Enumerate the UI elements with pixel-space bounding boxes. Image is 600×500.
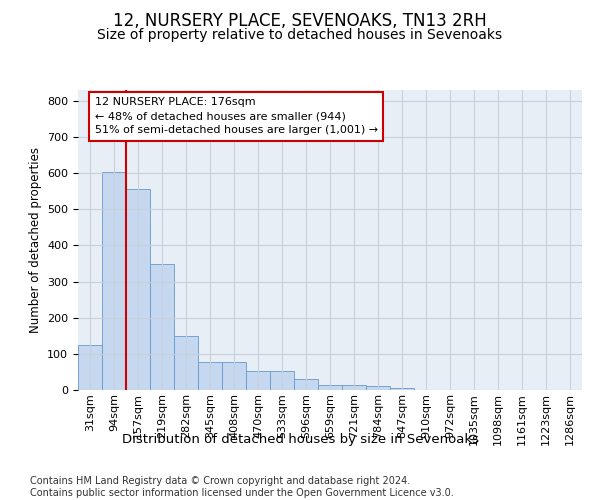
Bar xyxy=(150,264,174,390)
Bar xyxy=(342,386,366,390)
Text: Size of property relative to detached houses in Sevenoaks: Size of property relative to detached ho… xyxy=(97,28,503,42)
Bar xyxy=(78,345,102,390)
Bar xyxy=(318,384,342,390)
Bar xyxy=(174,336,198,390)
Bar xyxy=(246,371,270,390)
Text: 12, NURSERY PLACE, SEVENOAKS, TN13 2RH: 12, NURSERY PLACE, SEVENOAKS, TN13 2RH xyxy=(113,12,487,30)
Text: Distribution of detached houses by size in Sevenoaks: Distribution of detached houses by size … xyxy=(121,432,479,446)
Bar xyxy=(270,371,294,390)
Bar xyxy=(294,379,318,390)
Bar xyxy=(102,172,126,390)
Bar xyxy=(198,362,222,390)
Bar xyxy=(126,188,150,390)
Bar xyxy=(222,362,246,390)
Text: 12 NURSERY PLACE: 176sqm
← 48% of detached houses are smaller (944)
51% of semi-: 12 NURSERY PLACE: 176sqm ← 48% of detach… xyxy=(95,97,378,135)
Bar xyxy=(390,388,414,390)
Bar xyxy=(366,386,390,390)
Text: Contains HM Land Registry data © Crown copyright and database right 2024.
Contai: Contains HM Land Registry data © Crown c… xyxy=(30,476,454,498)
Y-axis label: Number of detached properties: Number of detached properties xyxy=(29,147,41,333)
